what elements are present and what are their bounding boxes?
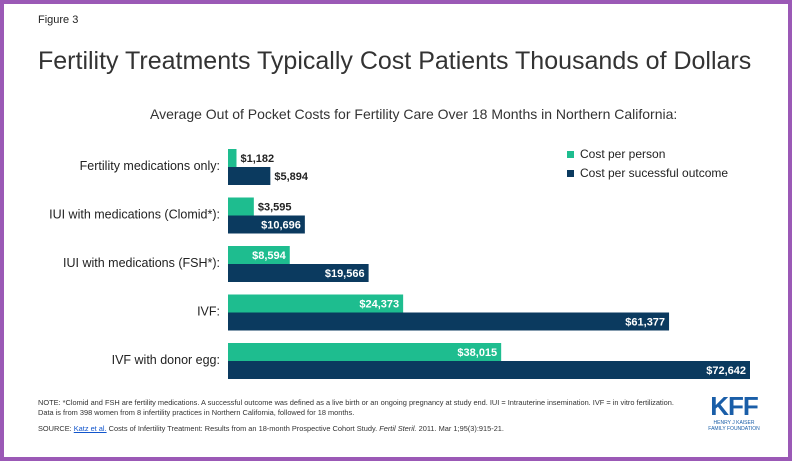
chart-source: SOURCE: Katz et al. Costs of Infertility…: [38, 424, 504, 433]
data-label: $72,642: [706, 365, 746, 377]
category-label: IVF with donor egg:: [112, 353, 220, 367]
legend-swatch: [567, 151, 574, 158]
bar-cost-per-person: [228, 197, 254, 216]
category-label: IUI with medications (Clomid*):: [49, 208, 220, 222]
bar-cost-per-outcome: [228, 264, 369, 282]
source-prefix: SOURCE:: [38, 424, 74, 433]
bar-cost-per-outcome: [228, 361, 750, 379]
data-label: $10,696: [261, 220, 301, 232]
legend-label: Cost per sucessful outcome: [580, 166, 728, 180]
category-label: IUI with medications (FSH*):: [63, 256, 220, 270]
data-label: $5,894: [274, 171, 309, 183]
logo-text: KFF: [710, 391, 759, 421]
source-link[interactable]: Katz et al.: [73, 424, 107, 433]
bar-cost-per-person: [228, 246, 290, 264]
logo-subtitle: HENRY J KAISER FAMILY FOUNDATION: [708, 420, 760, 432]
legend-swatch: [567, 170, 574, 177]
legend-label: Cost per person: [580, 147, 665, 161]
data-label: $8,594: [252, 250, 287, 262]
category-label: Fertility medications only:: [80, 159, 220, 173]
figure-frame: Figure 3 Fertility Treatments Typically …: [4, 4, 788, 457]
data-label: $61,377: [625, 317, 665, 329]
kff-logo: KFF HENRY J KAISER FAMILY FOUNDATION: [699, 392, 769, 432]
data-label: $1,182: [240, 153, 274, 165]
data-label: $3,595: [258, 202, 292, 214]
bar-cost-per-person: [228, 343, 502, 361]
figure-label: Figure 3: [38, 14, 79, 26]
chart-title: Fertility Treatments Typically Cost Pati…: [38, 47, 752, 75]
bar-cost-per-person: [228, 294, 404, 313]
data-label: $38,015: [457, 347, 497, 359]
source-middle: Costs of Infertility Treatment: Results …: [106, 424, 380, 433]
bar-cost-per-outcome: [228, 312, 670, 331]
bar-chart: Fertility medications only: $1,182$5,894 I…: [49, 147, 750, 379]
bar-cost-per-outcome: [228, 215, 305, 234]
category-label: IVF:: [197, 305, 220, 319]
chart-subtitle: Average Out of Pocket Costs for Fertilit…: [150, 106, 678, 122]
source-suffix: 2011. Mar 1;95(3):915-21.: [416, 424, 504, 433]
data-label: $19,566: [325, 268, 365, 280]
source-journal: Fertil Steril.: [379, 424, 417, 433]
bar-cost-per-outcome: [228, 167, 271, 185]
bar-cost-per-person: [228, 149, 237, 167]
chart-note: NOTE: *Clomid and FSH are fertility medi…: [38, 398, 674, 417]
data-label: $24,373: [359, 299, 399, 311]
